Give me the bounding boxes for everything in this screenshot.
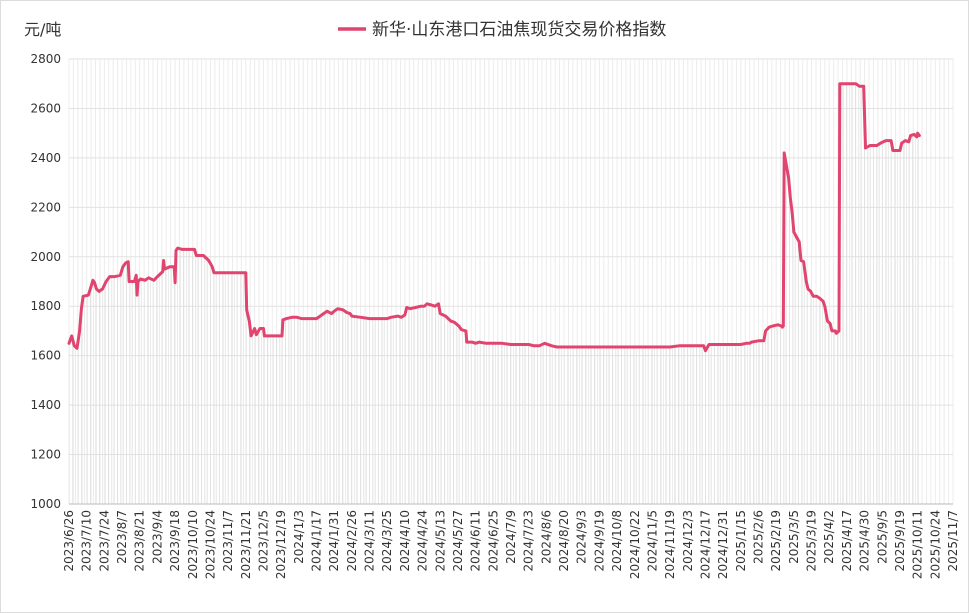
x-tick-label: 2023/6/26	[62, 510, 76, 572]
x-tick-label: 2023/8/21	[133, 510, 147, 572]
legend[interactable]: 新华·山东港口石油焦现货交易价格指数	[338, 20, 666, 40]
x-tick-label: 2024/12/31	[716, 510, 730, 579]
y-tick-label: 2200	[30, 200, 61, 214]
x-tick-label: 2024/6/11	[469, 510, 483, 572]
x-tick-label: 2024/5/27	[451, 510, 465, 572]
x-tick-label: 2024/11/19	[663, 510, 677, 579]
x-tick-label: 2023/7/24	[97, 510, 111, 572]
x-tick-label: 2024/7/9	[504, 510, 518, 564]
x-tick-label: 2025/4/2	[822, 510, 836, 564]
x-tick-label: 2023/10/24	[203, 510, 217, 579]
y-tick-label: 1000	[30, 497, 61, 511]
x-tick-label: 2024/9/3	[575, 510, 589, 564]
x-tick-label: 2025/11/7	[946, 510, 960, 572]
x-tick-label: 2024/2/26	[345, 510, 359, 572]
y-tick-label: 1600	[30, 349, 61, 363]
series-area-fill	[69, 83, 920, 504]
x-tick-label: 2024/8/20	[557, 510, 571, 572]
series-layer	[67, 82, 921, 504]
x-tick-label: 2023/7/10	[80, 510, 94, 572]
x-tick-label: 2025/10/24	[928, 510, 942, 579]
x-tick-label: 2023/11/21	[239, 510, 253, 579]
x-tick-label: 2024/9/19	[592, 510, 606, 572]
x-tick-label: 2024/4/24	[416, 510, 430, 572]
x-tick-label: 2023/11/7	[221, 510, 235, 572]
x-tick-label: 2024/12/3	[681, 510, 695, 572]
x-tick-label: 2024/3/25	[380, 510, 394, 572]
y-tick-label: 2600	[30, 101, 61, 115]
x-tick-label: 2025/2/19	[769, 510, 783, 572]
x-tick-label: 2024/6/25	[486, 510, 500, 572]
x-tick-label: 2025/10/11	[911, 510, 925, 579]
x-tick-label: 2024/8/6	[539, 510, 553, 564]
x-tick-label: 2025/3/19	[805, 510, 819, 572]
y-tick-label: 2000	[30, 250, 61, 264]
x-axis-ticks: 2023/6/26 2023/7/10 2023/7/24 2023/8/7 2023/…	[62, 510, 960, 579]
x-tick-label: 2024/4/10	[398, 510, 412, 572]
x-tick-label: 2025/2/6	[752, 510, 766, 564]
x-tick-label: 2024/12/17	[698, 510, 712, 579]
x-tick-label: 2025/3/5	[787, 510, 801, 564]
x-tick-label: 2024/1/31	[327, 510, 341, 572]
x-tick-label: 2023/8/7	[115, 510, 129, 564]
y-axis-label: 元/吨	[24, 20, 61, 39]
x-tick-label: 2024/3/11	[363, 510, 377, 572]
x-tick-label: 2025/4/30	[858, 510, 872, 572]
x-tick-label: 2024/7/23	[522, 510, 536, 572]
x-tick-label: 2025/1/15	[734, 510, 748, 572]
x-tick-label: 2023/9/18	[168, 510, 182, 572]
x-tick-label: 2024/11/5	[645, 510, 659, 572]
x-tick-label: 2025/9/5	[875, 510, 889, 564]
legend-label: 新华·山东港口石油焦现货交易价格指数	[372, 20, 666, 40]
y-tick-label: 1800	[30, 299, 61, 313]
x-tick-label: 2024/5/13	[433, 510, 447, 572]
x-tick-label: 2023/12/19	[274, 510, 288, 579]
y-axis-ticks: 1000 1200 1400 1600 1800 2000 2200 2400 2600 2800	[30, 52, 61, 511]
x-tick-label: 2024/1/17	[310, 510, 324, 572]
x-tick-label: 2025/9/19	[893, 510, 907, 572]
y-tick-label: 2800	[30, 52, 61, 66]
x-tick-label: 2024/10/22	[628, 510, 642, 579]
x-tick-label: 2023/12/5	[256, 510, 270, 572]
y-tick-label: 2400	[30, 151, 61, 165]
y-tick-label: 1400	[30, 398, 61, 412]
series-line[interactable]	[67, 82, 921, 353]
x-tick-label: 2023/9/4	[150, 510, 164, 564]
y-tick-label: 1200	[30, 448, 61, 462]
x-tick-label: 2024/10/8	[610, 510, 624, 572]
x-tick-label: 2025/4/17	[840, 510, 854, 572]
x-tick-label: 2024/1/3	[292, 510, 306, 564]
x-tick-label: 2023/10/10	[186, 510, 200, 579]
